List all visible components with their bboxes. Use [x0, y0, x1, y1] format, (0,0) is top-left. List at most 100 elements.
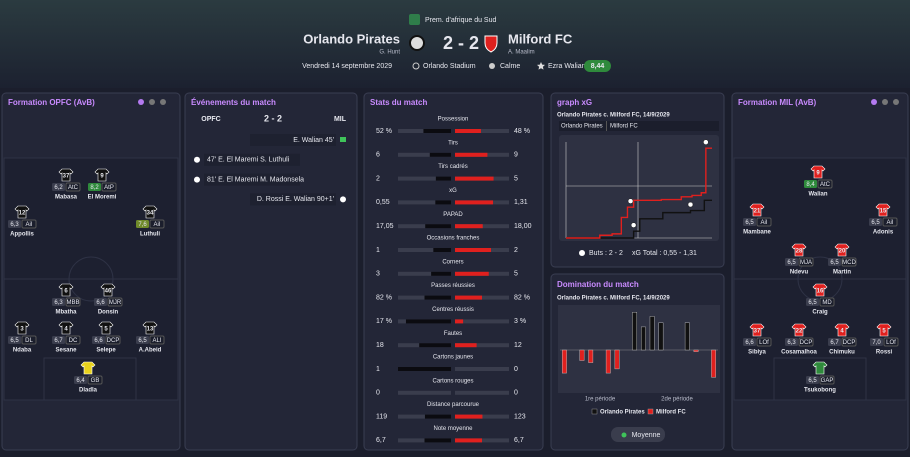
position: MD	[822, 300, 832, 306]
stat-bar	[455, 414, 483, 419]
rating-box	[136, 336, 149, 344]
domination-bar	[614, 349, 620, 370]
bar-track	[455, 367, 509, 371]
domination-bar	[658, 322, 664, 351]
shirt	[80, 361, 96, 375]
position-box	[65, 297, 81, 307]
stat-label: Distance parcourue	[427, 402, 480, 408]
plot-area	[559, 135, 719, 241]
rating: 7,6	[138, 222, 147, 228]
stat-bar	[405, 319, 451, 324]
stat-away: 6,7	[514, 437, 524, 444]
position-box	[87, 375, 103, 385]
stat-away: 3 %	[514, 318, 526, 325]
position: GB	[91, 378, 100, 384]
stat-away: 0	[514, 366, 518, 373]
position: ALI	[152, 338, 161, 344]
stat-away: 12	[514, 342, 522, 349]
stat-label: Tirs	[448, 140, 458, 146]
ball-icon	[579, 250, 585, 256]
shirt-number: 6	[64, 289, 68, 295]
position-box	[21, 219, 37, 229]
bar-track	[455, 390, 509, 395]
position-box	[841, 257, 857, 267]
rating-box	[92, 336, 105, 344]
button-label[interactable]: Moyenne	[632, 432, 661, 439]
stat-bar	[455, 438, 482, 443]
shirt	[812, 361, 828, 375]
rating-box	[869, 218, 882, 226]
rating: 6,5	[787, 260, 796, 266]
domination-bar	[693, 349, 699, 352]
position-box	[65, 335, 81, 345]
stat-label: Tirs cadrés	[438, 164, 467, 170]
tab[interactable]: Milford FC	[610, 124, 638, 130]
stat-bar	[455, 319, 464, 324]
position-box	[756, 217, 772, 227]
rating-box	[743, 338, 756, 346]
shirt-number: 9	[816, 171, 820, 177]
tab-divider	[606, 121, 607, 131]
button[interactable]	[611, 427, 665, 442]
rating-box	[806, 298, 819, 306]
stat-away: 5	[514, 175, 518, 182]
bar-track	[398, 390, 451, 395]
stat-label: Centres réussis	[432, 307, 474, 313]
stat-bar	[425, 224, 451, 229]
home-team: Orlando Pirates	[303, 31, 400, 46]
stat-label: Cartons jaunes	[433, 355, 473, 361]
stat-away: 1,31	[514, 199, 528, 206]
rating: 7,0	[872, 340, 881, 346]
position: AiI	[760, 220, 767, 226]
stat-bar	[455, 248, 491, 252]
rating-box	[8, 336, 21, 344]
shirt	[791, 323, 807, 337]
rating-box	[828, 338, 841, 346]
stat-away: 0	[514, 390, 518, 397]
shirt-number: 5	[104, 327, 108, 333]
goal-marker	[630, 222, 637, 228]
shirt-number: 21	[754, 209, 761, 215]
xg-total: xG Total : 0,55 - 1,31	[632, 250, 697, 257]
tab[interactable]: Orlando Pirates	[561, 124, 603, 130]
shirt-number: 12	[19, 211, 26, 217]
bar-track	[398, 414, 451, 419]
player-name: Craig	[812, 310, 828, 316]
shirt-number: 4	[64, 327, 68, 333]
rating: 6,5	[10, 338, 19, 344]
stat-bar	[419, 343, 451, 348]
shirt-number: 9	[100, 174, 104, 180]
player-name: Sesane	[55, 348, 77, 354]
position-box	[105, 335, 121, 345]
stat-bar	[455, 129, 481, 133]
event-text: 81' E. El Maremi M. Madonsela	[207, 176, 304, 183]
rating: 6,7	[830, 340, 839, 346]
rating: 6,3	[787, 340, 796, 346]
subtitle: Orlando Pirates c. Milford FC, 14/9/2029	[557, 113, 670, 119]
stat-label: Fautes	[444, 331, 462, 337]
player-name: Sibiya	[748, 350, 766, 356]
event-text: E. Walian 45'	[293, 137, 334, 144]
period-label: 2de période	[661, 397, 693, 403]
position: MBB	[66, 300, 79, 306]
domination-bar	[561, 349, 567, 374]
position: DCP	[800, 340, 813, 346]
stat-bar	[455, 343, 477, 348]
stat-bar	[455, 271, 489, 276]
stat-home: 1	[376, 366, 380, 373]
stat-label: PAPAD	[443, 212, 463, 218]
position: GAP	[821, 378, 834, 384]
rating: 6,5	[808, 300, 817, 306]
shirt-number: 4	[840, 329, 844, 335]
position-box	[107, 297, 123, 307]
position-box	[819, 375, 835, 385]
position: AtC	[820, 182, 831, 188]
shirt-number: 22	[796, 329, 803, 335]
event-box	[204, 173, 300, 186]
legend-label: Milford FC	[656, 410, 686, 416]
rating: 6,6	[94, 338, 103, 344]
stat-home: 6	[376, 152, 380, 159]
player-name: Appollis	[10, 232, 34, 238]
position: MCD	[842, 260, 856, 266]
shirt-number: 3	[20, 327, 24, 333]
